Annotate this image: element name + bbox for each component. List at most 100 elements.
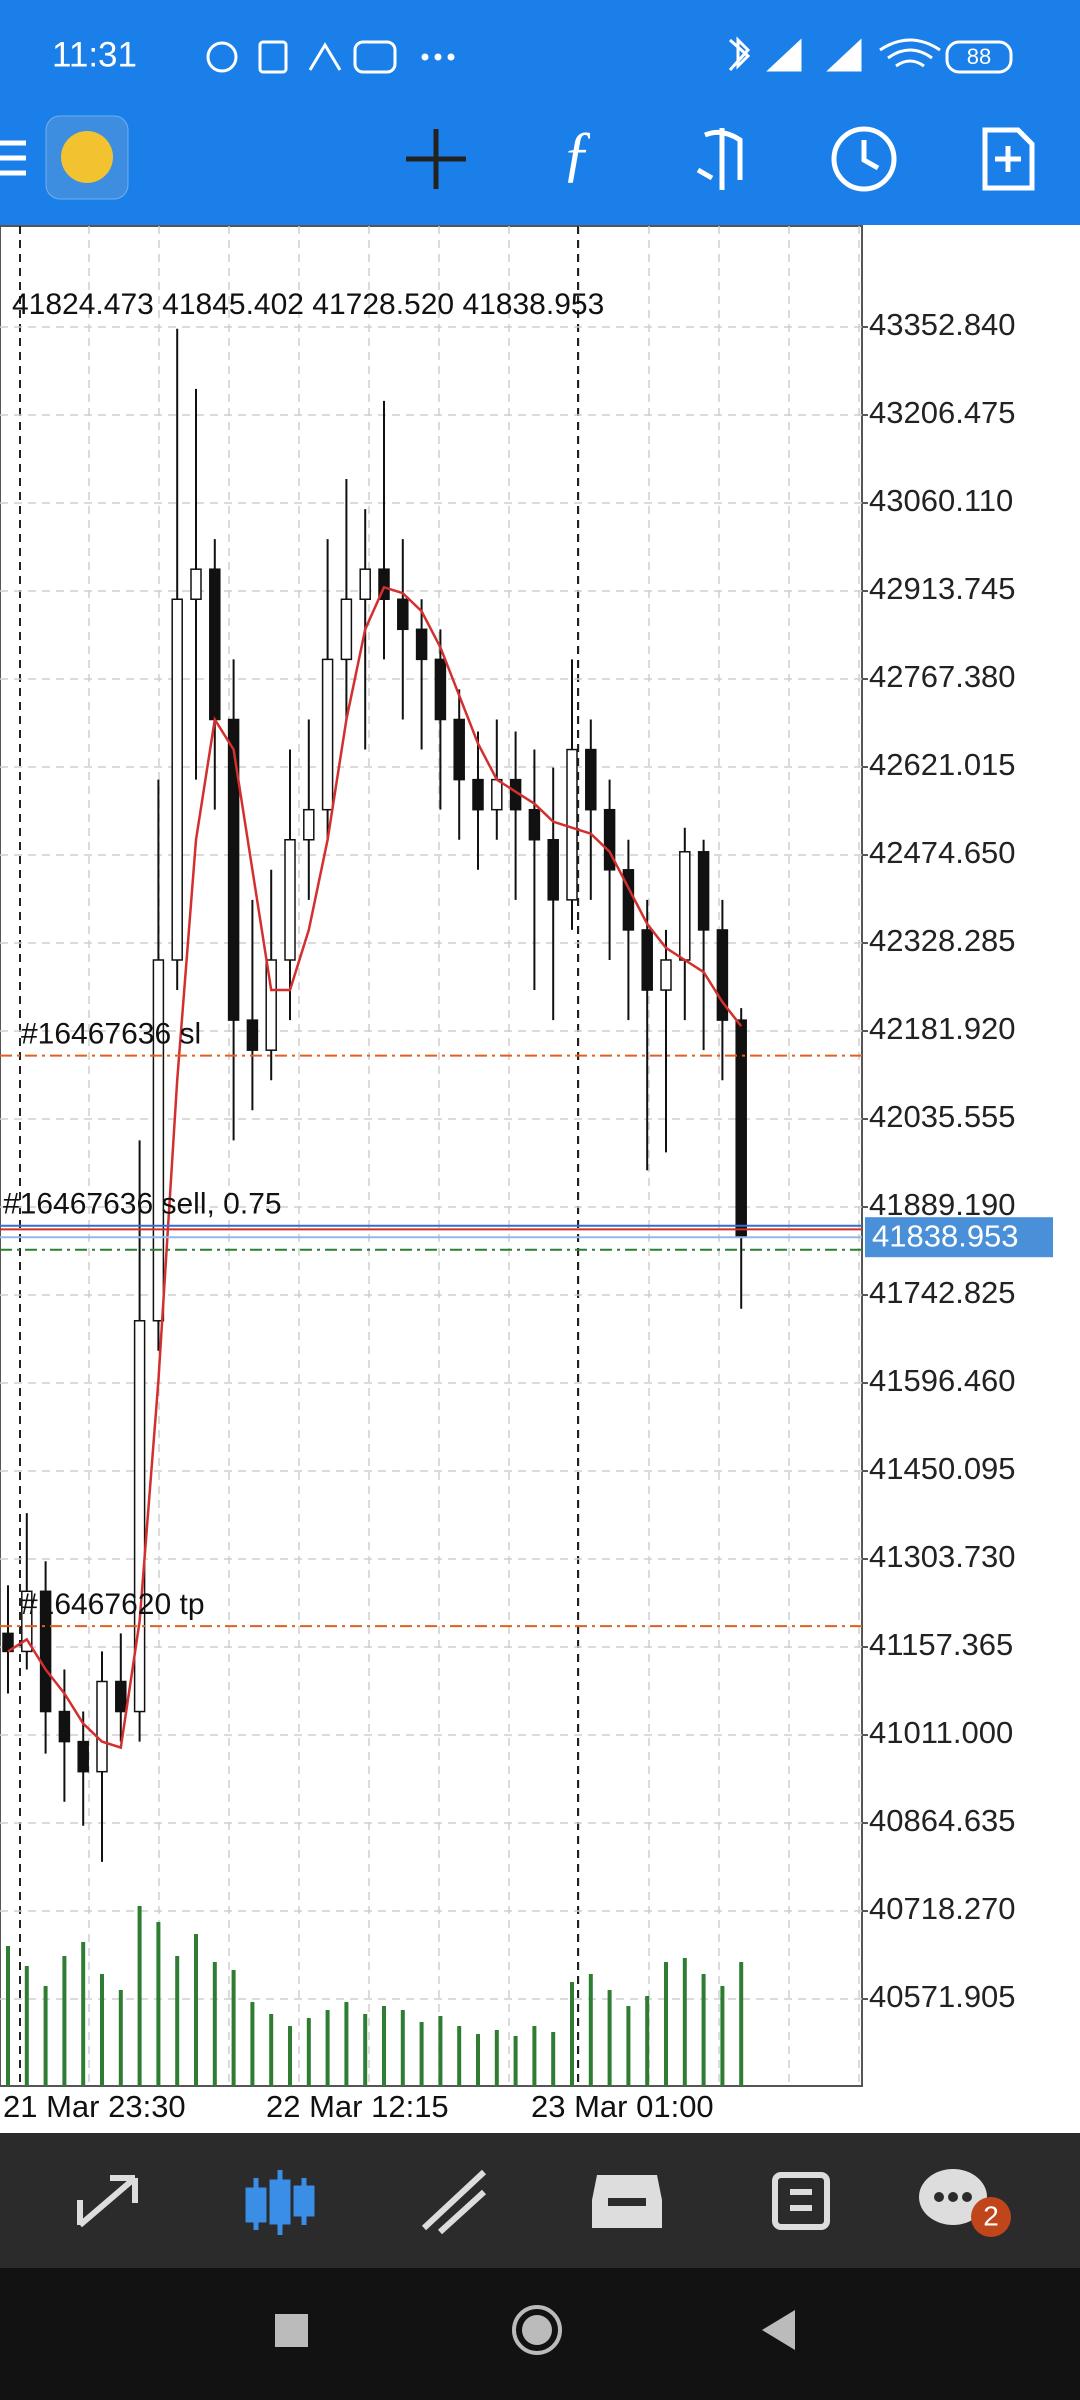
candle-body	[697, 851, 710, 931]
candle-body	[660, 959, 672, 991]
candle-body	[641, 929, 653, 991]
candle-body	[415, 628, 428, 661]
volume-bar	[382, 2006, 386, 2086]
nav-history[interactable]	[592, 2175, 662, 2228]
candle-body	[566, 748, 578, 901]
volume-bar	[363, 2014, 368, 2086]
y-tick-label: 41157.365	[869, 1627, 1013, 1662]
nav-chart[interactable]	[245, 2170, 315, 2235]
volume-bar	[288, 2026, 292, 2086]
candle-body	[340, 598, 353, 661]
moving-average	[7, 585, 743, 1750]
candle-body	[284, 838, 296, 961]
volume-bar	[551, 2032, 556, 2086]
period-button[interactable]	[831, 126, 897, 192]
candle-body	[603, 808, 616, 871]
candle-body	[246, 1019, 259, 1051]
candle-body	[190, 568, 202, 601]
candle-body	[472, 778, 484, 811]
y-tick-label: 41303.730	[869, 1539, 1016, 1574]
candle-body	[321, 658, 334, 811]
candle-body	[96, 1680, 108, 1773]
indicators-button[interactable]: ƒ	[562, 120, 593, 188]
recents-button[interactable]	[275, 2314, 308, 2347]
y-tick-label: 42767.380	[869, 659, 1016, 694]
candle-body	[77, 1740, 89, 1773]
y-tick-label: 42035.555	[869, 1099, 1016, 1134]
bottom-nav	[0, 2133, 1080, 2268]
volume-bar	[231, 1970, 236, 2086]
candle-body	[21, 1590, 33, 1653]
candle-body	[735, 1019, 747, 1238]
x-tick-label: 21 Mar 23:30	[3, 2089, 186, 2124]
y-tick-label: 40571.905	[869, 1979, 1016, 2014]
volume-bar	[438, 2016, 443, 2086]
y-tick-label: 41596.460	[869, 1363, 1016, 1398]
chart: 43352.840 43206.475 43060.110 42913.745 4276…	[0, 226, 1053, 2124]
volume-bar	[306, 2018, 311, 2086]
volume-bar	[701, 1974, 706, 2086]
candle-body	[171, 598, 183, 961]
candle-body	[679, 851, 691, 961]
volume-bar	[156, 1922, 161, 2086]
y-tick-label: 43060.110	[869, 483, 1013, 518]
nav-trade[interactable]	[421, 2169, 487, 2235]
volume-bar	[118, 1990, 123, 2086]
volume-bar	[269, 2014, 274, 2086]
volume-bar	[6, 1946, 10, 2086]
candle-body	[209, 568, 221, 721]
volume-bar	[62, 1956, 67, 2086]
candle-body	[547, 838, 559, 901]
volume-bar	[588, 1974, 593, 2086]
volume-bar	[43, 1986, 48, 2086]
candle-body	[265, 959, 277, 1051]
candle-body	[716, 929, 729, 1021]
volume-bar	[626, 2006, 631, 2086]
y-tick-label: 42474.650	[869, 835, 1016, 870]
y-tick-label: 43352.840	[869, 307, 1016, 342]
crosshair-button[interactable]	[406, 129, 466, 189]
candle-body	[39, 1590, 52, 1713]
trade-button[interactable]	[696, 128, 743, 190]
volume-bar	[325, 2010, 330, 2086]
volume-bar	[175, 1956, 180, 2086]
battery	[945, 40, 1013, 74]
y-tick-label: 40718.270	[869, 1891, 1016, 1926]
y-tick-label: 42913.745	[869, 571, 1016, 606]
volume-bar	[607, 1990, 612, 2086]
y-tick-label: 42621.015	[869, 747, 1016, 782]
y-tick-label: 41450.095	[869, 1451, 1016, 1486]
y-tick-label: 42328.285	[869, 923, 1016, 958]
battery-level: 88	[967, 44, 991, 69]
status-icons	[206, 36, 941, 74]
volume-bar	[212, 1962, 217, 2086]
chart-area	[0, 225, 863, 2087]
volume-bar	[457, 2026, 462, 2086]
x-tick-label: 22 Mar 12:15	[266, 2089, 449, 2124]
logo-mark	[61, 131, 113, 183]
candle-body	[585, 748, 597, 811]
menu-button[interactable]	[0, 140, 26, 176]
template-button[interactable]	[982, 127, 1035, 191]
y-tick-label: 41889.190	[869, 1187, 1016, 1222]
nav-quotes[interactable]	[77, 2175, 138, 2228]
volume-bar	[739, 1962, 744, 2086]
back-button[interactable]	[762, 2310, 795, 2350]
nav-chat[interactable]	[919, 2169, 987, 2225]
y-tick-label: 41011.000	[869, 1715, 1013, 1750]
y-tick-label: 42181.920	[869, 1011, 1016, 1046]
volume-bar	[570, 1982, 574, 2086]
y-tick-label: 43206.475	[869, 395, 1016, 430]
volume-bar	[194, 1934, 198, 2086]
home-button[interactable]	[512, 2305, 562, 2355]
volume-bar	[81, 1942, 86, 2086]
volume-bar	[664, 1962, 668, 2086]
volume-bar	[532, 2026, 537, 2086]
bid-label-bg	[865, 1217, 1053, 1258]
nav-news[interactable]	[772, 2172, 830, 2230]
candle-body	[528, 808, 541, 841]
order-label: #16467636 sl	[21, 1018, 201, 1051]
volume-bar	[419, 2022, 424, 2086]
